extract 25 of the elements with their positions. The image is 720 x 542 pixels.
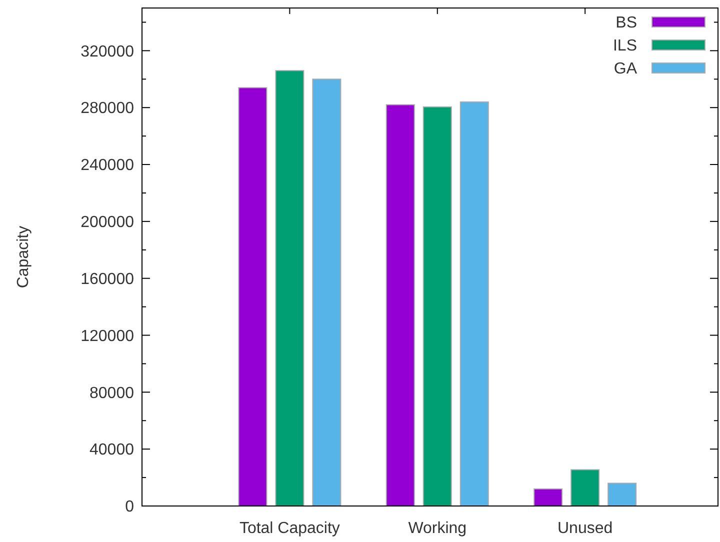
x-tick-label: Total Capacity [239,520,340,537]
y-tick-label: 160000 [80,270,134,288]
y-tick-label: 280000 [80,100,134,118]
y-tick-label: 40000 [90,442,134,459]
x-tick-label: Working [408,520,467,537]
bar [570,469,600,506]
legend-label: ILS [612,38,637,55]
y-tick-label: 0 [125,498,134,516]
x-tick-label: Unused [558,520,613,537]
legend-label: BS [616,14,637,32]
y-tick-label: 240000 [80,157,134,174]
legend-label: GA [614,60,638,78]
y-axis-title: Capacity [15,226,32,288]
bar [275,70,304,506]
bar [386,104,415,506]
y-tick-label: 120000 [80,328,134,345]
bar [534,488,563,506]
bar [238,87,268,506]
bar [312,78,342,506]
bar [608,482,637,506]
y-tick-label: 200000 [80,214,134,232]
y-tick-label: 320000 [80,43,134,60]
bar [460,101,489,506]
y-tick-label: 80000 [90,384,134,402]
bar [422,106,452,506]
